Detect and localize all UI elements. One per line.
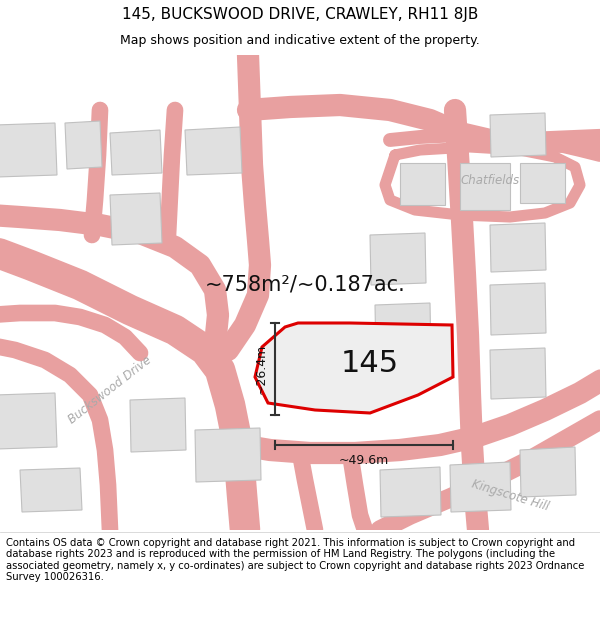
- Polygon shape: [130, 398, 186, 452]
- Polygon shape: [255, 323, 453, 413]
- Polygon shape: [370, 233, 426, 285]
- Polygon shape: [490, 283, 546, 335]
- Polygon shape: [185, 127, 242, 175]
- Polygon shape: [460, 163, 510, 210]
- Polygon shape: [450, 462, 511, 512]
- Polygon shape: [110, 130, 162, 175]
- Text: ~49.6m: ~49.6m: [339, 454, 389, 468]
- Polygon shape: [20, 468, 82, 512]
- Text: 145: 145: [341, 349, 399, 378]
- Text: Map shows position and indicative extent of the property.: Map shows position and indicative extent…: [120, 34, 480, 47]
- Text: 145, BUCKSWOOD DRIVE, CRAWLEY, RH11 8JB: 145, BUCKSWOOD DRIVE, CRAWLEY, RH11 8JB: [122, 8, 478, 22]
- Text: Contains OS data © Crown copyright and database right 2021. This information is : Contains OS data © Crown copyright and d…: [6, 538, 584, 582]
- Polygon shape: [110, 193, 162, 245]
- Polygon shape: [520, 163, 565, 203]
- Polygon shape: [490, 348, 546, 399]
- Text: ~758m²/~0.187ac.: ~758m²/~0.187ac.: [205, 275, 406, 295]
- Polygon shape: [0, 123, 57, 177]
- Polygon shape: [375, 303, 431, 359]
- Polygon shape: [520, 447, 576, 497]
- Polygon shape: [490, 113, 546, 157]
- Polygon shape: [65, 121, 102, 169]
- Text: Buckswood Drive: Buckswood Drive: [66, 354, 154, 426]
- Polygon shape: [490, 223, 546, 272]
- Polygon shape: [195, 428, 261, 482]
- Text: Kingscote Hill: Kingscote Hill: [470, 477, 550, 513]
- Text: ~26.4m: ~26.4m: [254, 344, 268, 394]
- Polygon shape: [400, 163, 445, 205]
- Polygon shape: [380, 467, 441, 517]
- Polygon shape: [0, 393, 57, 449]
- Text: Chatfields: Chatfields: [460, 174, 520, 186]
